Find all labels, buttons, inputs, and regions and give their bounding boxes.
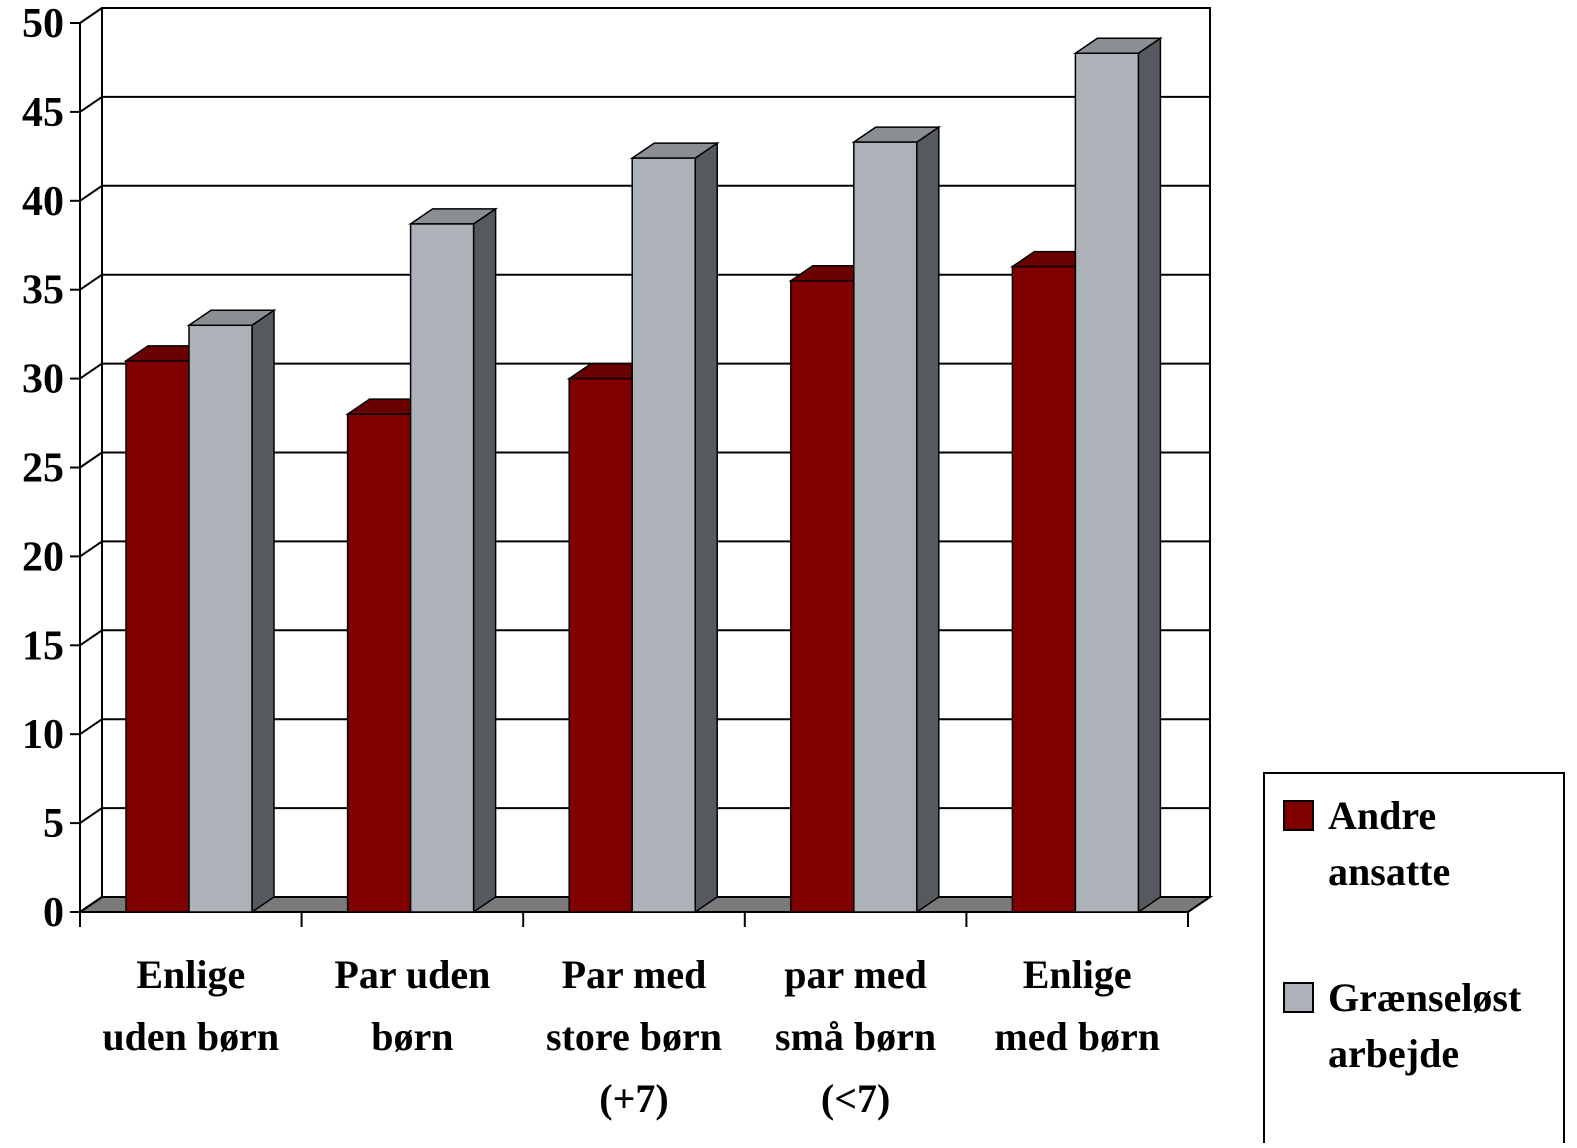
bar-front-face [631, 157, 696, 913]
legend-label: Andre ansatte [1328, 793, 1450, 894]
bar-front-face [1074, 52, 1140, 913]
x-category-label-line: (<7) [821, 1076, 890, 1121]
legend-label-line: arbejde [1328, 1031, 1459, 1076]
bar-side-face [916, 125, 940, 914]
x-category-label: par med små børn (<7) [775, 952, 936, 1121]
y-axis-depth-tick [79, 184, 103, 202]
x-category-label-line: børn [371, 1014, 453, 1059]
legend: Andre ansatte Grænseløst arbejde [1263, 772, 1565, 1148]
y-axis-depth-tick [79, 362, 103, 380]
y-tick-label: 40 [22, 179, 64, 225]
y-axis-depth-tick [79, 896, 103, 913]
x-category-label: Par med store børn (+7) [546, 952, 722, 1121]
x-category-label-line: Par uden [334, 952, 490, 997]
bar-side-face [694, 141, 718, 914]
y-axis-depth-tick [79, 7, 103, 24]
y-tick-label: 15 [22, 623, 64, 669]
x-category-label-line: med børn [994, 1014, 1160, 1059]
y-tick-label: 25 [22, 446, 64, 492]
bar-front-face [125, 360, 190, 913]
legend-label-line: ansatte [1328, 849, 1450, 894]
bar-front-face [1011, 265, 1077, 913]
y-tick-label: 45 [22, 90, 64, 136]
x-category-label-line: uden børn [102, 1014, 279, 1059]
legend-swatch [1283, 982, 1314, 1013]
legend-label: Grænseløst arbejde [1328, 975, 1522, 1076]
y-tick-label: 30 [22, 357, 64, 403]
legend-box [1263, 772, 1565, 1148]
y-tick-label: 5 [43, 801, 64, 847]
y-tick-label: 20 [22, 534, 64, 580]
x-category-label-line: par med [784, 952, 927, 997]
y-axis-depth-tick [79, 96, 103, 113]
y-axis-depth-tick [79, 629, 103, 647]
x-category-label-line: små børn [775, 1014, 936, 1059]
chart-axes [70, 7, 1189, 927]
y-axis-tick-labels: 0 5 10 15 20 25 30 35 40 45 50 [22, 1, 64, 936]
y-tick-label: 50 [22, 1, 64, 47]
y-tick-label: 0 [43, 890, 64, 936]
bar-1-3 [851, 125, 942, 914]
x-axis-category-labels: Enlige uden børn Par uden børn Par med store … [102, 952, 1160, 1121]
y-axis-depth-tick [79, 540, 103, 558]
y-axis-depth-tick [79, 451, 103, 469]
bar-front-face [188, 324, 253, 913]
x-category-label-line: (+7) [599, 1076, 668, 1121]
bar-side-face [1137, 36, 1162, 914]
x-category-label: Enlige uden børn [102, 952, 279, 1059]
y-tick-label: 10 [22, 712, 64, 758]
legend-swatch [1283, 800, 1314, 831]
y-axis-depth-tick [79, 718, 103, 736]
x-category-label: Enlige med børn [994, 952, 1160, 1059]
legend-label-line: Andre [1328, 793, 1436, 838]
bar-front-face [346, 413, 412, 913]
x-category-label-line: Enlige [1023, 952, 1132, 997]
bar-front-face [790, 280, 855, 913]
x-category-label: Par uden børn [334, 952, 490, 1059]
bar-front-face [409, 223, 475, 913]
legend-label-line: Grænseløst [1328, 975, 1522, 1020]
bar-front-face [853, 141, 918, 913]
bar-front-face [568, 377, 633, 913]
y-axis-depth-tick [79, 807, 103, 824]
bar-1-1 [408, 207, 499, 914]
x-category-label-line: Par med [562, 952, 707, 997]
bar-side-face [251, 308, 275, 914]
x-category-label-line: store børn [546, 1014, 722, 1059]
y-tick-label: 35 [22, 268, 64, 314]
bar-side-face [472, 207, 497, 914]
bar-1-4 [1072, 36, 1163, 914]
y-axis-depth-tick [79, 273, 103, 291]
x-category-label-line: Enlige [136, 952, 245, 997]
bar-1-0 [186, 308, 277, 914]
chart-bars [123, 36, 1163, 914]
bar-1-2 [629, 141, 720, 914]
